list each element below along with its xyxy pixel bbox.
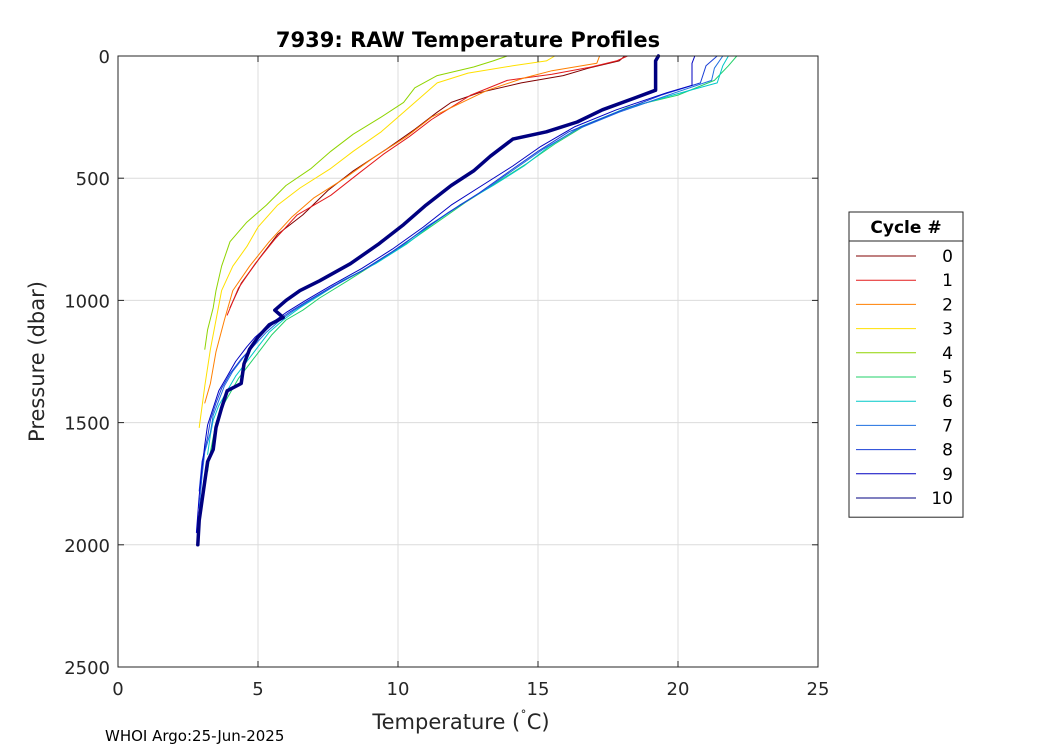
plot-background	[118, 56, 818, 667]
axes-box	[117, 55, 819, 668]
x-tick-label: 5	[252, 679, 263, 700]
profile-line-cycle-8	[198, 55, 718, 492]
profile-line-cycle-1	[226, 55, 629, 316]
legend-label-cycle-1: 1	[942, 271, 953, 291]
profile-line-cycle-0	[229, 55, 626, 309]
legend-label-cycle-10: 10	[931, 489, 953, 509]
legend-title: Cycle #	[870, 218, 941, 238]
profile-line-cycle-9	[195, 55, 696, 534]
legend-label-cycle-2: 2	[942, 295, 953, 315]
x-tick-label: 15	[527, 679, 550, 700]
x-tick-label: 20	[667, 679, 690, 700]
legend-label-cycle-9: 9	[942, 465, 953, 485]
legend-box	[848, 211, 964, 518]
profile-line-cycle-4	[204, 55, 508, 350]
x-tick-label: 25	[807, 679, 830, 700]
y-tick-label: 2500	[64, 658, 110, 679]
degree-symbol: ˚	[520, 709, 527, 725]
legend: Cycle #0 1 2 3 4 5 6 7 8 9 10	[848, 211, 964, 518]
y-tick-label: 1500	[64, 414, 110, 435]
legend-label-cycle-3: 3	[942, 320, 953, 340]
plot-area: 0 5 10 15 20 25 0 500 1000 1500 2000 2500	[64, 47, 829, 700]
profile-line-cycle-3	[198, 55, 556, 428]
x-tick-label: 0	[112, 679, 123, 700]
legend-label-cycle-7: 7	[942, 416, 953, 436]
y-tick-label: 2000	[64, 536, 110, 557]
legend-label-cycle-4: 4	[942, 344, 953, 364]
legend-label-cycle-5: 5	[942, 368, 953, 388]
footer-credit: WHOI Argo:25-Jun-2025	[105, 727, 284, 745]
y-tick-label: 500	[76, 169, 110, 190]
profile-line-cycle-10	[196, 54, 661, 547]
y-axis-label: Pressure (dbar)	[25, 281, 49, 442]
profile-line-cycle-7	[198, 55, 724, 509]
legend-label-cycle-8: 8	[942, 441, 953, 461]
x-tick-label: 10	[387, 679, 410, 700]
profile-line-cycle-2	[204, 55, 601, 404]
y-tick-label: 1000	[64, 291, 110, 312]
chart-title: 7939: RAW Temperature Profiles	[276, 28, 660, 52]
legend-label-cycle-0: 0	[942, 247, 953, 267]
x-axis-label: Temperature (˚C)	[371, 709, 549, 734]
y-tick-label: 0	[99, 47, 110, 68]
x-axis-label-text: Temperature (	[371, 710, 520, 734]
x-axis-label-unit: C)	[527, 710, 550, 734]
legend-label-cycle-6: 6	[942, 392, 953, 412]
